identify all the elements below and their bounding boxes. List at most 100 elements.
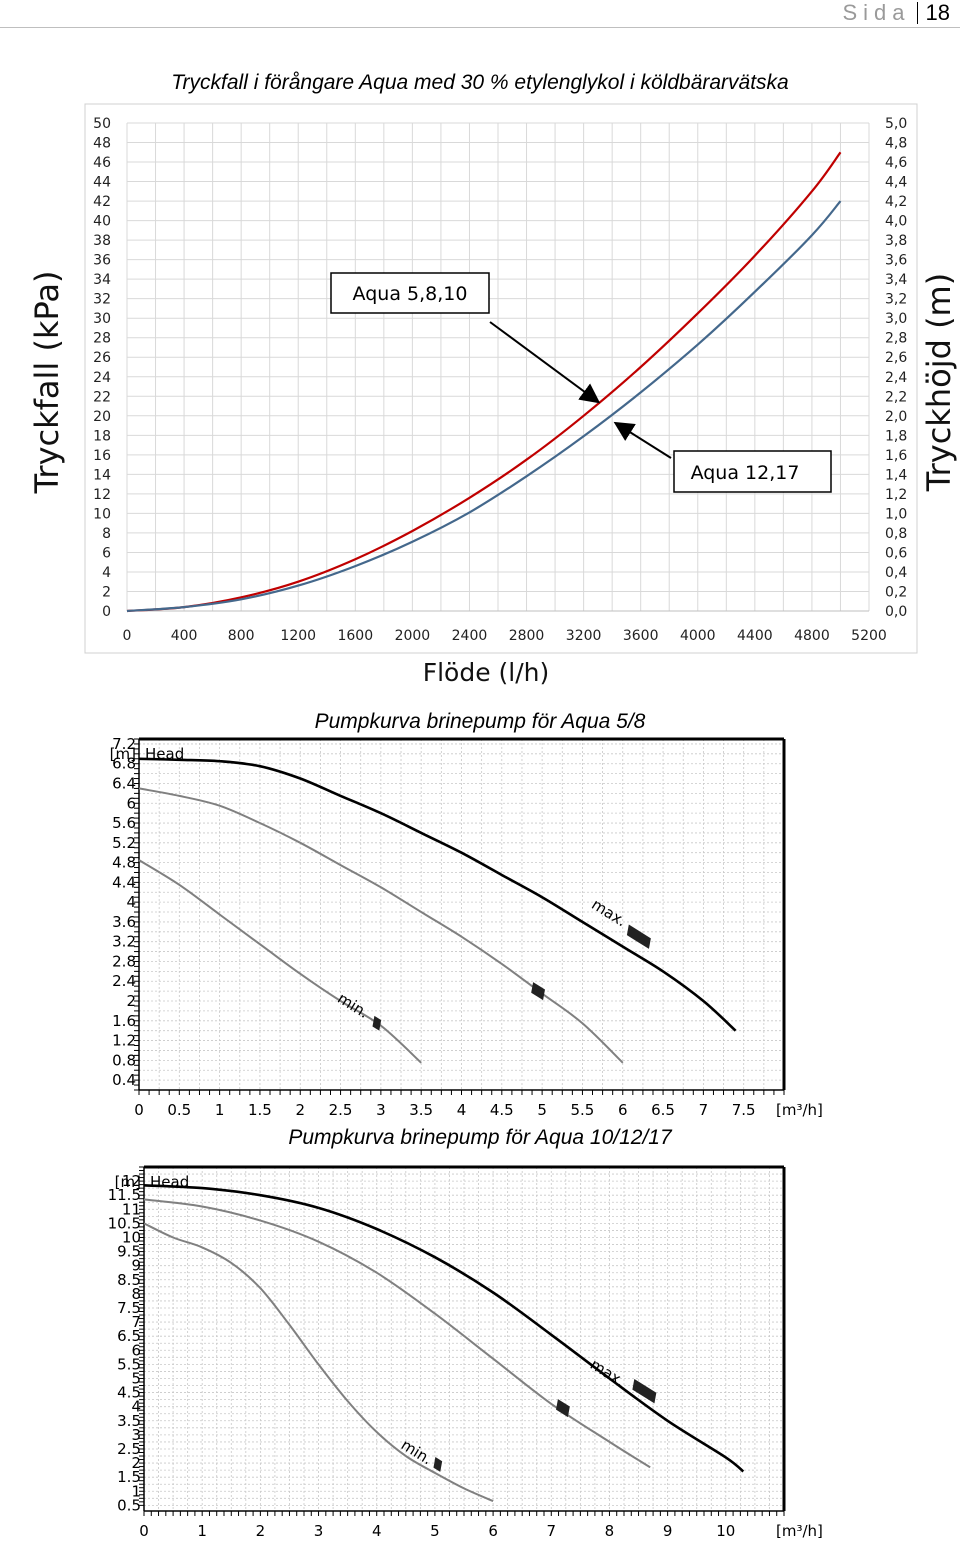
pump-curve-2 <box>143 1198 651 1469</box>
y-tick-label: 6.5 <box>117 1327 141 1345</box>
y-tick-label: 44 <box>93 175 111 191</box>
y2-axis-title: Tryckhöjd (m) <box>920 273 958 492</box>
page-separator <box>916 2 918 24</box>
pump-curve-10-12-17-chart: 0.511.522.533.544.555.566.577.588.599.51… <box>108 1165 823 1540</box>
y2-tick-label: 0,2 <box>885 584 907 600</box>
y2-tick-label: 3,6 <box>885 253 907 269</box>
y-tick-label: 6 <box>102 545 111 561</box>
y-tick-label: 12 <box>93 487 111 503</box>
y-tick-label: 30 <box>93 311 111 327</box>
y-tick-label: 3.6 <box>112 913 136 931</box>
x-unit-label: [m³/h] <box>776 1522 823 1540</box>
y2-tick-label: 0,6 <box>885 545 907 561</box>
x-tick-label: 3600 <box>623 628 659 644</box>
y-tick-label: 0.4 <box>112 1071 136 1089</box>
x-tick-label: 7 <box>699 1101 709 1119</box>
curve-marker-3 <box>433 1457 443 1472</box>
y-tick-label: 11 <box>122 1200 141 1218</box>
pump-curve-5-8-chart: 0.4 0.81.2 1.6 2 2.4 2.83.2 3.6 4 4.44.8 5.2 5.6 6 6… <box>110 735 823 1119</box>
y-tick-label: 28 <box>93 331 111 347</box>
y2-tick-label: 2,8 <box>885 331 907 347</box>
x-tick-label: 3200 <box>566 628 602 644</box>
y-tick-label: 7.2 <box>112 735 136 753</box>
y-tick-label: 36 <box>93 253 111 269</box>
y-tick-label: 5.5 <box>117 1355 141 1373</box>
y-tick-label: 9 <box>131 1257 141 1275</box>
y2-tick-label: 3,0 <box>885 311 907 327</box>
y-tick-label: 9.5 <box>117 1243 141 1261</box>
y-tick-label: 3.5 <box>117 1412 141 1430</box>
annotation-arrow-2 <box>613 421 672 459</box>
y-tick-label: 34 <box>93 272 111 288</box>
y2-tick-label: 4,8 <box>885 136 907 152</box>
y-tick-label: 7 <box>131 1313 141 1331</box>
y-tick-label: 4.5 <box>117 1384 141 1402</box>
x-tick-label: 2400 <box>452 628 488 644</box>
x-tick-label: 8 <box>605 1522 615 1540</box>
annotation-label-1: Aqua 5,8,10 <box>353 283 468 305</box>
y-tick-label: 50 <box>93 116 111 132</box>
y-tick-label: 0.8 <box>112 1051 136 1069</box>
x-tick-label: 1 <box>197 1522 207 1540</box>
x-tick-label: 1600 <box>337 628 373 644</box>
annotation-arrow-1 <box>489 321 601 404</box>
x-tick-label: 7.5 <box>732 1101 756 1119</box>
chart3-title: Pumpkurva brinepump för Aqua 10/12/17 <box>288 1126 672 1149</box>
y2-tick-label: 4,4 <box>885 175 907 191</box>
x-tick-label: 4000 <box>680 628 716 644</box>
y-tick-label: 0 <box>102 604 111 620</box>
y-tick-label: 4.8 <box>112 854 136 872</box>
y2-tick-label: 3,4 <box>885 272 907 288</box>
x-tick-label: 9 <box>663 1522 673 1540</box>
annotation-label-2: Aqua 12,17 <box>691 462 800 484</box>
pump-curve-1 <box>138 757 737 1032</box>
y-tick-label: 1 <box>131 1482 141 1500</box>
y2-tick-label: 1,8 <box>885 428 907 444</box>
x-tick-label: 5 <box>430 1522 440 1540</box>
y-tick-label: 18 <box>93 428 111 444</box>
y2-tick-label: 2,2 <box>885 389 907 405</box>
curve-marker-3 <box>372 1015 382 1031</box>
y-tick-label: 26 <box>93 350 111 366</box>
x-tick-label: 1.5 <box>248 1101 272 1119</box>
x-tick-label: 5 <box>537 1101 547 1119</box>
x-tick-label: 0.5 <box>167 1101 191 1119</box>
x-tick-label: 0 <box>123 628 132 644</box>
x-tick-label: 2000 <box>395 628 431 644</box>
x-tick-label: 4 <box>457 1101 467 1119</box>
y-tick-label: 16 <box>93 448 111 464</box>
y2-tick-label: 4,2 <box>885 194 907 210</box>
page-header: Sida 18 <box>842 0 950 26</box>
y-tick-label: 4.4 <box>112 873 136 891</box>
y-tick-label: 6 <box>126 794 136 812</box>
y-tick-label: 10.5 <box>108 1214 141 1232</box>
y2-tick-label: 1,6 <box>885 448 907 464</box>
x-tick-label: 2.5 <box>329 1101 353 1119</box>
curve-marker-2 <box>556 1399 570 1418</box>
y2-tick-label: 4,6 <box>885 155 907 171</box>
y-tick-label: 2 <box>126 992 136 1010</box>
y2-tick-label: 3,2 <box>885 292 907 308</box>
y2-tick-label: 5,0 <box>885 116 907 132</box>
y2-tick-label: 2,4 <box>885 370 907 386</box>
y-tick-label: 38 <box>93 233 111 249</box>
page-number: 18 <box>925 0 950 25</box>
y2-tick-label: 0,0 <box>885 604 907 620</box>
x-tick-label: 800 <box>228 628 255 644</box>
x-tick-label: 2 <box>295 1101 305 1119</box>
y-tick-label: 4 <box>131 1398 141 1416</box>
x-tick-label: 3 <box>314 1522 324 1540</box>
y-unit-label: [m] <box>115 1173 141 1191</box>
x-tick-label: 4800 <box>794 628 830 644</box>
x-tick-label: 6 <box>488 1522 498 1540</box>
y-tick-label: 0.5 <box>117 1496 141 1514</box>
x-tick-label: 7 <box>546 1522 556 1540</box>
x-tick-label: 6.5 <box>651 1101 675 1119</box>
y-tick-label: 5.6 <box>112 814 136 832</box>
y-axis-title: Head <box>150 1173 189 1191</box>
y2-tick-label: 4,0 <box>885 214 907 230</box>
y2-tick-label: 1,4 <box>885 467 907 483</box>
x-tick-label: 2800 <box>509 628 545 644</box>
x-tick-label: 10 <box>716 1522 735 1540</box>
y2-tick-label: 2,6 <box>885 350 907 366</box>
